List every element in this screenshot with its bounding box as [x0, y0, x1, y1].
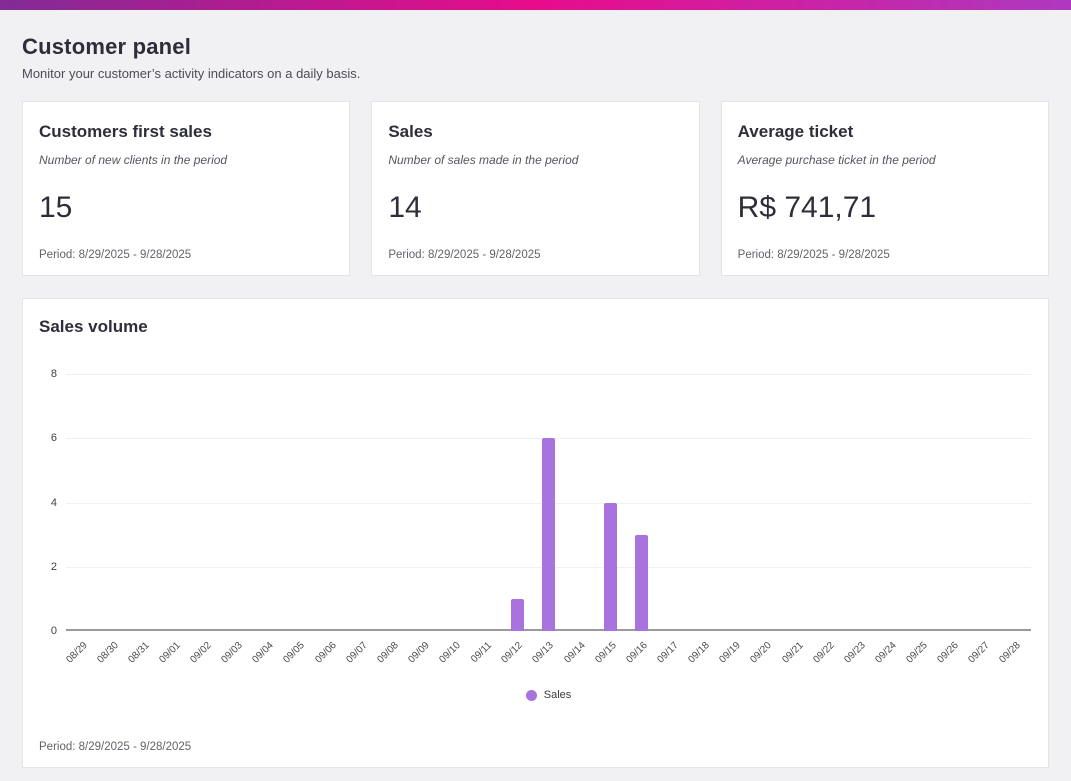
- stat-card-customers-first-sales: Customers first sales Number of new clie…: [22, 101, 351, 276]
- x-axis-label: 08/31: [126, 640, 152, 666]
- top-gradient-bar: [0, 0, 1071, 10]
- page-title: Customer panel: [22, 34, 192, 59]
- x-axis-label: 09/16: [624, 640, 650, 666]
- legend-dot-icon: [525, 689, 537, 701]
- x-axis-label: 09/02: [188, 640, 214, 666]
- stat-card-average-ticket: Average ticket Average purchase ticket i…: [720, 101, 1049, 276]
- chart-bar-09/15[interactable]: [604, 502, 618, 631]
- x-axis: 08/29 08/30 08/31 09/01 09/02 09/03 09/04 09/05…: [63, 631, 1031, 675]
- x-axis-label: 09/05: [281, 640, 308, 666]
- chart-bar-09/12[interactable]: [510, 598, 524, 631]
- x-axis-label: 09/06: [312, 640, 339, 666]
- stat-title: Sales: [388, 122, 433, 141]
- stat-description: Average purchase ticket in the period: [737, 153, 936, 167]
- x-axis-label: 09/27: [966, 640, 993, 666]
- x-axis-label: 09/18: [686, 640, 712, 666]
- x-axis-label: 09/01: [157, 640, 183, 666]
- x-axis-label: 09/22: [810, 640, 837, 666]
- x-axis-label: 09/11: [469, 640, 495, 665]
- stat-period: Period: 8/29/2025 - 9/28/2025: [737, 249, 890, 261]
- y-axis-label: 2: [50, 560, 57, 573]
- x-axis-label: 09/24: [873, 640, 899, 666]
- x-axis-label: 09/20: [748, 640, 775, 666]
- stat-period: Period: 8/29/2025 - 9/28/2025: [39, 249, 192, 261]
- x-axis-label: 09/13: [530, 640, 557, 666]
- sales-volume-chart-card: Sales volume 0 2 4 6 8 08/29 08/30 08/31 09/01 09…: [22, 298, 1049, 768]
- x-axis-label: 09/14: [561, 640, 588, 666]
- x-axis-label: 09/12: [499, 640, 526, 666]
- stat-title: Customers first sales: [39, 122, 212, 141]
- stats-row: Customers first sales Number of new clie…: [22, 101, 1049, 276]
- x-axis-label: 09/21: [779, 640, 806, 666]
- x-axis-label: 09/17: [655, 640, 681, 666]
- x-axis-label: 09/10: [437, 640, 463, 666]
- chart-bar-09/16[interactable]: [635, 534, 649, 631]
- stat-period: Period: 8/29/2025 - 9/28/2025: [388, 249, 541, 261]
- legend-item-sales[interactable]: Sales: [543, 689, 572, 701]
- gridline-y8: [66, 374, 1031, 375]
- stat-value: R$ 741,71: [737, 191, 877, 224]
- chart-period: Period: 8/29/2025 - 9/28/2025: [39, 741, 192, 753]
- x-axis-label: 09/08: [375, 640, 401, 666]
- chart-legend: Sales: [66, 689, 1031, 701]
- x-axis-label: 09/03: [219, 640, 245, 666]
- stat-description: Number of new clients in the period: [39, 153, 228, 167]
- stat-value: 14: [388, 191, 422, 224]
- chart-bar-09/13[interactable]: [542, 438, 555, 631]
- y-axis-label: 8: [50, 368, 57, 380]
- x-axis-label: 09/09: [406, 640, 432, 666]
- x-axis-label: 08/29: [63, 640, 90, 666]
- stat-value: 15: [39, 191, 73, 224]
- stat-title: Average ticket: [737, 122, 854, 141]
- x-axis-label: 09/07: [344, 640, 370, 666]
- x-axis-label: 09/28: [997, 640, 1024, 666]
- x-axis-label: 09/15: [593, 640, 619, 666]
- x-axis-label: 09/04: [250, 640, 277, 666]
- page-subtitle: Monitor your customer’s activity indicat…: [22, 66, 361, 81]
- x-axis-label: 08/30: [94, 640, 121, 666]
- x-axis-label: 09/19: [717, 640, 744, 666]
- page-header: Customer panel Monitor your customer’s a…: [22, 34, 1049, 81]
- y-axis-label: 0: [50, 625, 57, 637]
- x-axis-label: 09/25: [904, 640, 930, 666]
- plot-area: 0 2 4 6 8 08/29 08/30 08/31 09/01 09/02 09/03 09/04…: [51, 368, 1031, 665]
- x-axis-label: 09/26: [935, 640, 961, 666]
- stat-description: Number of sales made in the period: [388, 153, 579, 167]
- stat-card-sales: Sales Number of sales made in the period…: [371, 101, 700, 276]
- chart-title: Sales volume: [39, 317, 148, 336]
- y-axis-label: 6: [50, 432, 57, 445]
- y-axis-label: 4: [50, 496, 57, 509]
- x-axis-label: 09/23: [842, 640, 868, 666]
